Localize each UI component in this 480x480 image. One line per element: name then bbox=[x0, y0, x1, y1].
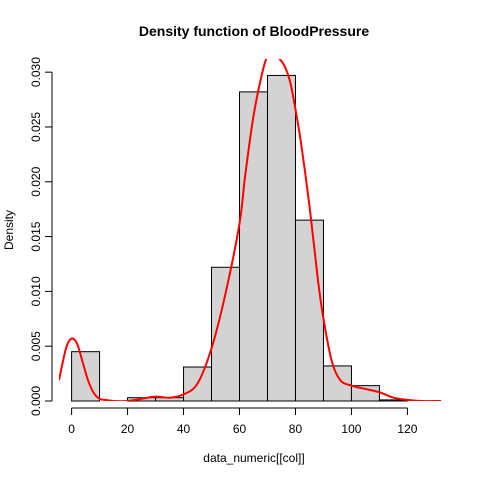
histogram-bar bbox=[71, 351, 101, 402]
x-tick-label: 120 bbox=[397, 422, 417, 436]
y-tick-label: 0.010 bbox=[29, 276, 43, 306]
histogram-bars bbox=[71, 74, 408, 402]
x-tick-label: 20 bbox=[121, 422, 135, 436]
y-tick-label: 0.000 bbox=[29, 386, 43, 416]
y-tick-label: 0.025 bbox=[29, 112, 43, 142]
histogram-bar bbox=[266, 74, 296, 402]
y-tick-label: 0.030 bbox=[29, 57, 43, 87]
y-axis-label: Density bbox=[2, 210, 16, 250]
x-tick-label: 0 bbox=[68, 422, 75, 436]
y-tick-label: 0.015 bbox=[29, 221, 43, 251]
y-tick-label: 0.020 bbox=[29, 166, 43, 196]
x-axis-label: data_numeric[[col]] bbox=[203, 451, 304, 465]
x-tick-label: 60 bbox=[233, 422, 247, 436]
density-curve-group bbox=[59, 59, 441, 401]
y-axis: 0.000 0.005 0.010 0.015 0.020 0.025 0.030 bbox=[29, 57, 53, 416]
y-tick-label: 0.005 bbox=[29, 331, 43, 361]
x-tick-label: 40 bbox=[177, 422, 191, 436]
histogram-bar bbox=[239, 91, 268, 402]
density-curve bbox=[59, 59, 441, 401]
x-tick-label: 80 bbox=[289, 422, 303, 436]
chart-title: Density function of BloodPressure bbox=[139, 23, 369, 39]
x-axis: 0 20 40 60 80 100 120 bbox=[68, 407, 418, 436]
x-tick-label: 100 bbox=[341, 422, 361, 436]
histogram-bar bbox=[294, 219, 324, 402]
